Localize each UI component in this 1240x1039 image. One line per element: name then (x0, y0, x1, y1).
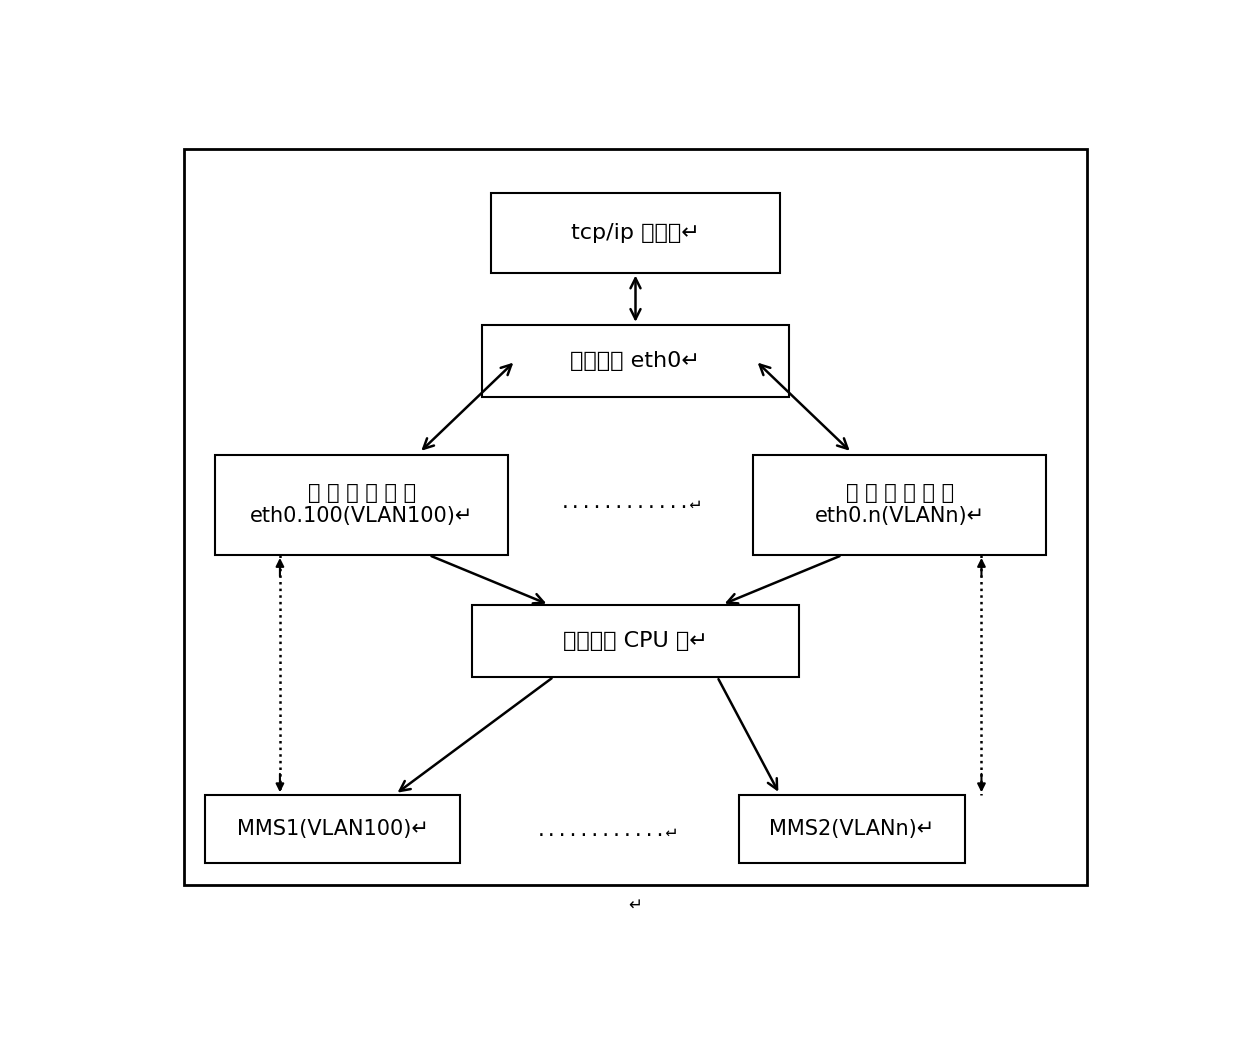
Text: ............↵: ............↵ (536, 821, 677, 840)
Text: tcp/ip 协议栈↵: tcp/ip 协议栈↵ (572, 222, 699, 243)
Text: ↵: ↵ (629, 896, 642, 913)
Bar (739, 795, 965, 862)
Bar (481, 324, 789, 397)
Bar (491, 192, 780, 272)
Text: MMS1(VLAN100)↵: MMS1(VLAN100)↵ (237, 819, 429, 838)
Text: ............↵: ............↵ (560, 495, 702, 512)
Bar (206, 795, 460, 862)
Text: 虚 拟 网 络 设 备
eth0.n(VLANn)↵: 虚 拟 网 络 设 备 eth0.n(VLANn)↵ (815, 483, 985, 527)
Text: 网络设备 eth0↵: 网络设备 eth0↵ (570, 351, 701, 371)
Bar (215, 455, 508, 555)
Bar (472, 605, 799, 676)
Text: MMS2(VLANn)↵: MMS2(VLANn)↵ (769, 819, 935, 838)
Bar (753, 455, 1047, 555)
Text: 扩展芝片 CPU 口↵: 扩展芝片 CPU 口↵ (563, 631, 708, 650)
Text: 虚 拟 网 络 设 备
eth0.100(VLAN100)↵: 虚 拟 网 络 设 备 eth0.100(VLAN100)↵ (250, 483, 474, 527)
